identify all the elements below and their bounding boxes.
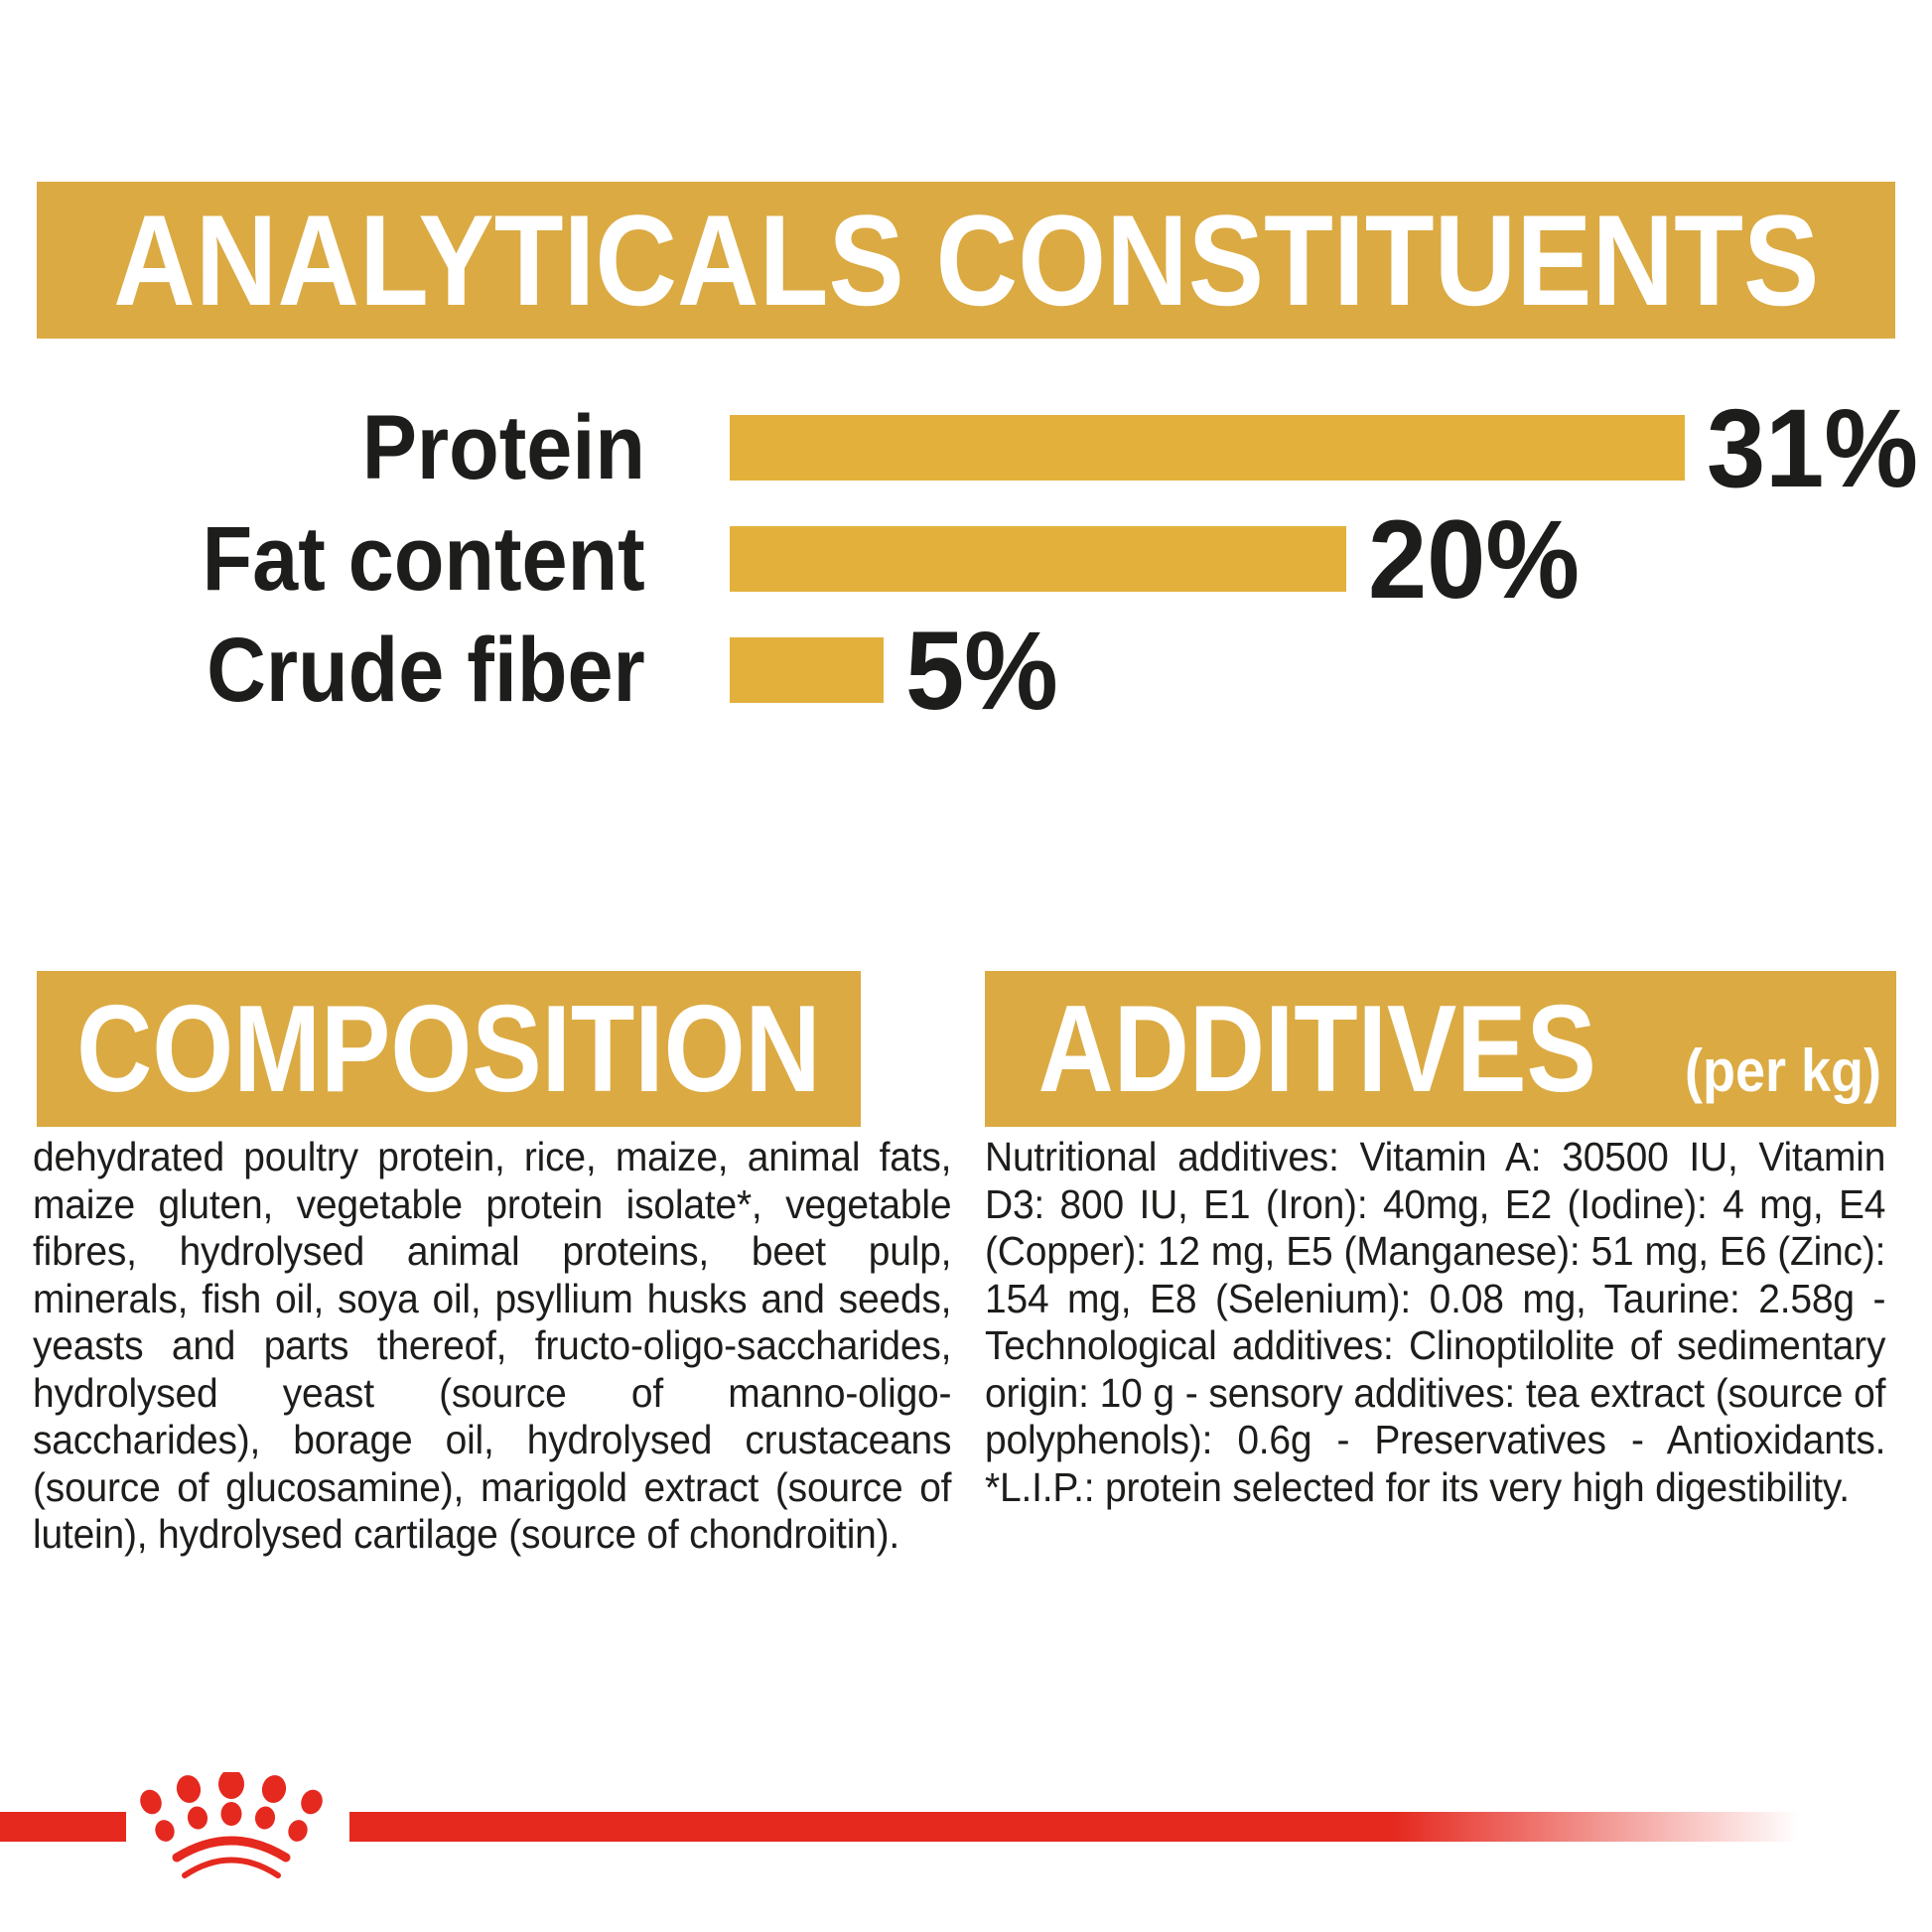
composition-title: COMPOSITION	[76, 980, 821, 1118]
bar-value-crude-fiber: 5%	[905, 608, 1058, 733]
bar-value-protein: 31%	[1707, 385, 1918, 510]
bar-value-fat-content: 20%	[1368, 496, 1580, 621]
bar-label-fat-content: Fat content	[202, 507, 645, 610]
additives-title-suffix: (per kg)	[1684, 1036, 1881, 1104]
chart-row-fat-content: Fat content 20%	[0, 497, 1932, 621]
bar-label-crude-fiber: Crude fiber	[207, 619, 645, 721]
chart-row-crude-fiber: Crude fiber 5%	[0, 609, 1932, 733]
brand-band-right	[349, 1812, 1799, 1842]
bar-label-protein: Protein	[361, 396, 645, 498]
bar-protein	[730, 415, 1685, 481]
composition-text: dehydrated poultry protein, rice, maize,…	[33, 1134, 952, 1557]
additives-text: Nutritional additives: Vitamin A: 30500 …	[985, 1134, 1886, 1510]
bar-fat-content	[730, 526, 1346, 592]
bar-crude-fiber	[730, 637, 884, 703]
chart-row-protein: Protein 31%	[0, 386, 1932, 510]
composition-banner: COMPOSITION	[37, 971, 861, 1127]
additives-title: ADDITIVES	[1037, 980, 1597, 1118]
royal-canin-crown-logo	[140, 1772, 323, 1878]
brand-band-left	[0, 1812, 126, 1842]
page-title: ANALYTICALS CONSTITUENTS	[112, 188, 1820, 333]
analyticals-constituents-banner: ANALYTICALS CONSTITUENTS	[37, 182, 1895, 339]
additives-banner: ADDITIVES (per kg)	[985, 971, 1896, 1127]
